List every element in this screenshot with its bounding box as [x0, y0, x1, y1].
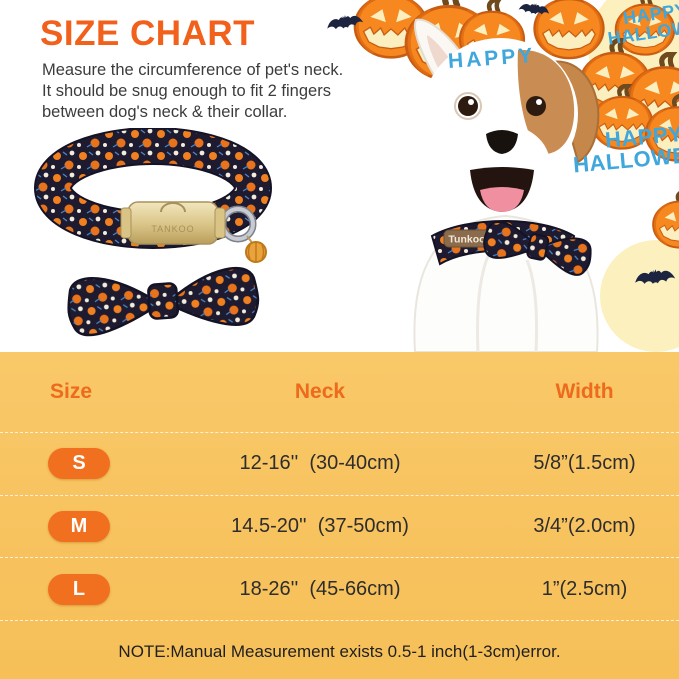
measurement-instructions: Measure the circumference of pet's neck.…: [42, 61, 344, 121]
buckle-brand-text: TANKOO: [151, 224, 194, 234]
size-badge-m: M: [48, 511, 110, 543]
collar-product-image: TANKOO: [34, 128, 272, 337]
size-badge-s: S: [48, 448, 110, 480]
pumpkin-charm: [245, 235, 267, 263]
width-value-l: 1”(2.5cm): [541, 577, 628, 600]
size-badge-l: L: [48, 573, 110, 605]
top-section: SIZE CHART Measure the circumference of …: [34, 0, 679, 352]
page-title: SIZE CHART: [40, 14, 255, 53]
column-header-neck: Neck: [294, 380, 346, 403]
column-header-size: Size: [50, 380, 93, 403]
pumpkin-icon: [648, 190, 679, 249]
column-header-width: Width: [555, 380, 614, 403]
dog-collar: Tunkoo: [430, 220, 592, 276]
width-value-m: 3/4”(2.0cm): [533, 515, 636, 538]
collar-buckle: TANKOO: [120, 201, 226, 245]
bow-tie: [67, 266, 260, 337]
dog-bow-tie: [483, 221, 592, 276]
neck-value-s: 12-16'' (30-40cm): [239, 452, 401, 475]
width-value-s: 5/8”(1.5cm): [533, 452, 636, 475]
size-table-section: Size Neck Width S 12-16'' (30-40cm) 5/8”…: [0, 352, 679, 679]
bat-icon: [633, 266, 677, 292]
dog-photo: Tunkoo: [413, 18, 600, 352]
collar-tag-brand-text: Tunkoo: [448, 234, 485, 246]
measurement-note: NOTE:Manual Measurement exists 0.5-1 inc…: [118, 642, 561, 662]
table-row-m: M 14.5-20'' (37-50cm) 3/4”(2.0cm): [0, 496, 679, 559]
neck-value-m: 14.5-20'' (37-50cm): [231, 515, 409, 538]
table-header-row: Size Neck Width: [0, 352, 679, 433]
table-row-s: S 12-16'' (30-40cm) 5/8”(1.5cm): [0, 433, 679, 496]
neck-value-l: 18-26'' (45-66cm): [239, 577, 401, 600]
table-row-l: L 18-26'' (45-66cm) 1”(2.5cm): [0, 558, 679, 622]
